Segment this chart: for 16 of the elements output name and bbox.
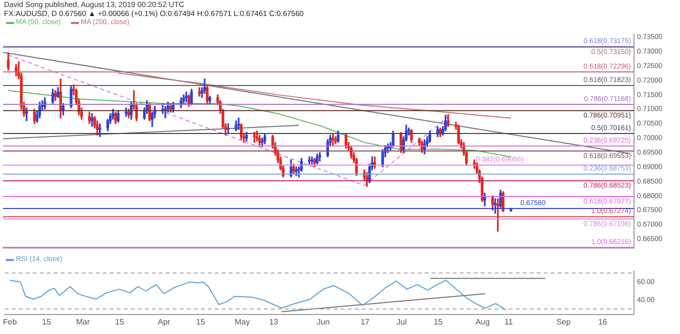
x-tick-label: Sep (556, 317, 572, 326)
x-tick-label: Feb (3, 317, 18, 326)
x-tick-label: 13 (269, 317, 279, 326)
x-tick-label: 16 (598, 317, 608, 326)
x-tick-label: Aug (475, 317, 490, 326)
x-tick-label: Apr (158, 317, 171, 326)
x-tick-label: Jul (396, 317, 407, 326)
x-tick-label: 15 (42, 317, 52, 326)
x-tick-label: 15 (115, 317, 125, 326)
x-tick-label: 15 (196, 317, 206, 326)
x-tick-label: 15 (434, 317, 444, 326)
x-tick-label: May (234, 317, 250, 326)
x-tick-label: Jun (316, 317, 330, 326)
x-tick-label: Mar (76, 317, 90, 326)
x-tick-label: 17 (360, 317, 370, 326)
x-tick-label: 11 (504, 317, 514, 326)
